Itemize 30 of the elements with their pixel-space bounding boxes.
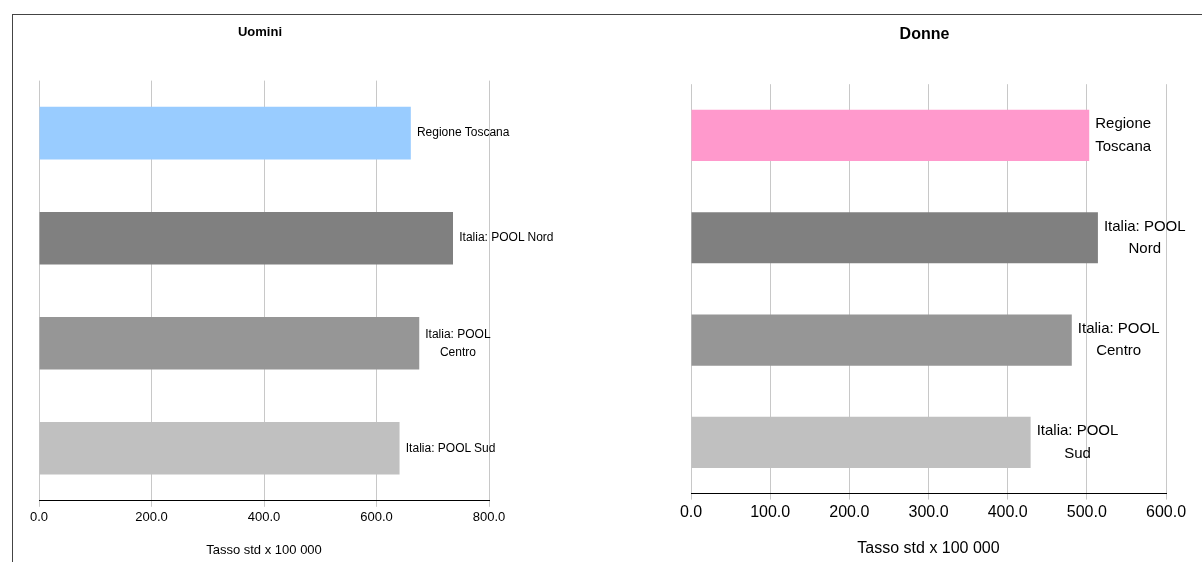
x-tick-label: 200.0 [135,509,168,525]
x-tick-label: 400.0 [987,502,1028,520]
x-tick-label: 800.0 [472,509,506,525]
x-tick-label: 400.0 [247,509,281,525]
bar [39,106,411,160]
x-axis-title: Tasso std x 100 000 [206,541,322,557]
y-tick-label: Italia: POOL Nord [1103,216,1186,257]
x-tick-label: 200.0 [829,502,870,520]
chart-title: Uomini [237,24,283,40]
x-tick-label: 600.0 [360,509,393,525]
y-tick-label: Italia: POOL Centro [425,326,491,359]
y-tick-label: Italia: POOL Sud [405,440,496,455]
y-tick-label: Regione Toscana [1095,114,1152,154]
x-axis-title: Tasso std x 100 000 [857,538,1000,556]
chart-title: Donne [899,25,950,43]
x-tick-label: 0.0 [679,502,703,520]
x-tick-label: 600.0 [1145,502,1187,520]
bar [39,316,420,370]
y-tick-label: Regione Toscana [416,125,510,140]
x-tick-label: 300.0 [908,502,949,520]
x-tick-label: 100.0 [750,502,791,520]
y-tick-label: Italia: POOL Nord [459,230,554,245]
y-tick-label: Italia: POOL Centro [1077,318,1160,359]
x-tick-label: 500.0 [1066,502,1107,520]
y-tick-label: Italia: POOL Sud [1036,421,1119,461]
x-tick-label: 0.0 [29,509,49,525]
bar [691,109,1090,161]
bar [691,314,1072,366]
bar [39,211,453,265]
bar [691,212,1098,264]
